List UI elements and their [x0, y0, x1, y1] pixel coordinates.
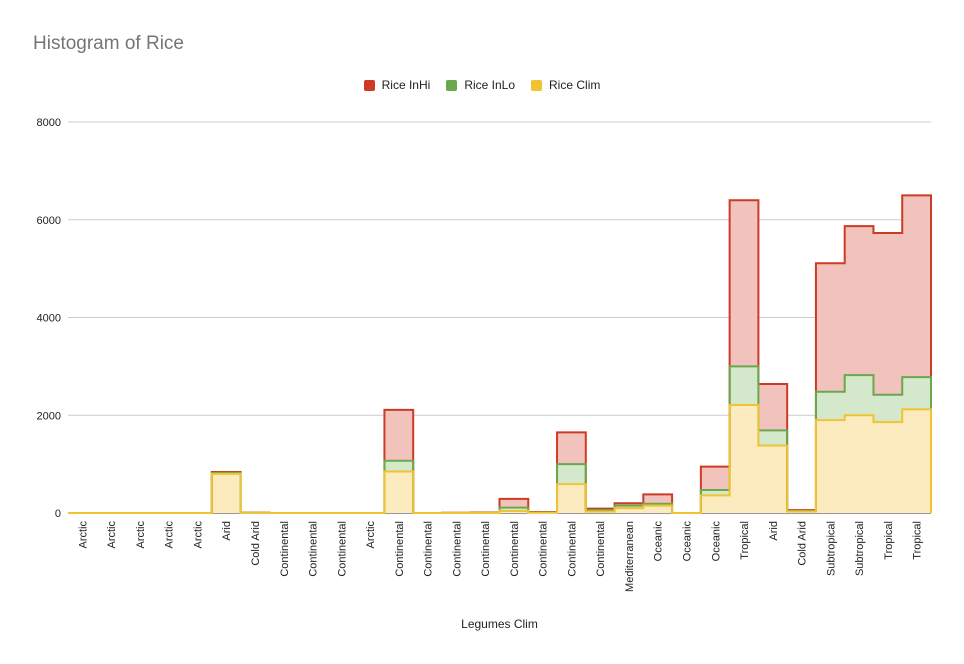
x-tick-label: Continental	[336, 521, 348, 577]
x-tick-label: Arctic	[135, 521, 147, 549]
x-tick-label: Arctic	[192, 521, 204, 549]
x-tick-label: Mediterranean	[624, 521, 636, 592]
x-tick-label: Continental	[451, 521, 463, 577]
legend-swatch-rice-clim	[531, 79, 543, 91]
x-tick-label: Cold Arid	[250, 521, 262, 566]
y-tick-label: 4000	[37, 313, 61, 325]
x-tick-label: Continental	[509, 521, 521, 577]
x-tick-label: Tropical	[883, 521, 895, 560]
x-tick-label: Continental	[308, 521, 320, 577]
x-tick-label: Oceanic	[681, 521, 693, 562]
legend-label-rice-inlo: Rice InLo	[464, 78, 516, 92]
series-area-0	[68, 195, 931, 513]
x-tick-label: Oceanic	[710, 521, 722, 562]
legend-item-rice-clim[interactable]: Rice Clim	[531, 78, 600, 92]
y-tick-label: 0	[55, 508, 61, 520]
x-tick-label: Subtropical	[854, 521, 866, 576]
x-tick-label: Continental	[538, 521, 550, 577]
x-tick-label: Tropical	[739, 521, 751, 560]
legend-item-rice-inlo[interactable]: Rice InLo	[446, 78, 515, 92]
y-tick-label: 8000	[37, 117, 61, 129]
legend-item-rice-inhi[interactable]: Rice InHi	[363, 78, 431, 92]
x-tick-label: Tropical	[912, 521, 924, 560]
x-tick-label: Arctic	[77, 521, 89, 549]
x-tick-label: Oceanic	[653, 521, 665, 562]
legend: Rice InHi Rice InLo Rice Clim	[0, 78, 964, 92]
chart-title: Histogram of Rice	[33, 33, 184, 54]
series-area-1	[68, 366, 931, 513]
x-tick-label: Arctic	[164, 521, 176, 549]
x-tick-label: Continental	[279, 521, 291, 577]
legend-swatch-rice-inlo	[446, 79, 458, 91]
series-line-2	[68, 403, 932, 514]
series-line-1	[68, 365, 932, 514]
y-tick-label: 2000	[37, 410, 61, 422]
x-tick-label: Arid	[221, 521, 233, 541]
x-tick-label: Continental	[480, 521, 492, 577]
legend-swatch-rice-inhi	[363, 79, 375, 91]
x-tick-label: Arid	[768, 521, 780, 541]
x-tick-label: Arctic	[365, 521, 377, 549]
x-tick-label: Continental	[394, 521, 406, 577]
x-tick-label: Cold Arid	[797, 521, 809, 566]
series-area-2	[68, 404, 931, 513]
x-tick-label: Arctic	[106, 521, 118, 549]
x-tick-label: Continental	[595, 521, 607, 577]
series-line-0	[68, 194, 932, 514]
y-tick-label: 6000	[37, 215, 61, 227]
x-tick-label: Subtropical	[825, 521, 837, 576]
legend-label-rice-clim: Rice Clim	[549, 78, 601, 92]
x-tick-label: Continental	[566, 521, 578, 577]
x-axis-title: Legumes Clim	[461, 617, 538, 631]
legend-label-rice-inhi: Rice InHi	[381, 78, 431, 92]
x-tick-label: Continental	[423, 521, 435, 577]
